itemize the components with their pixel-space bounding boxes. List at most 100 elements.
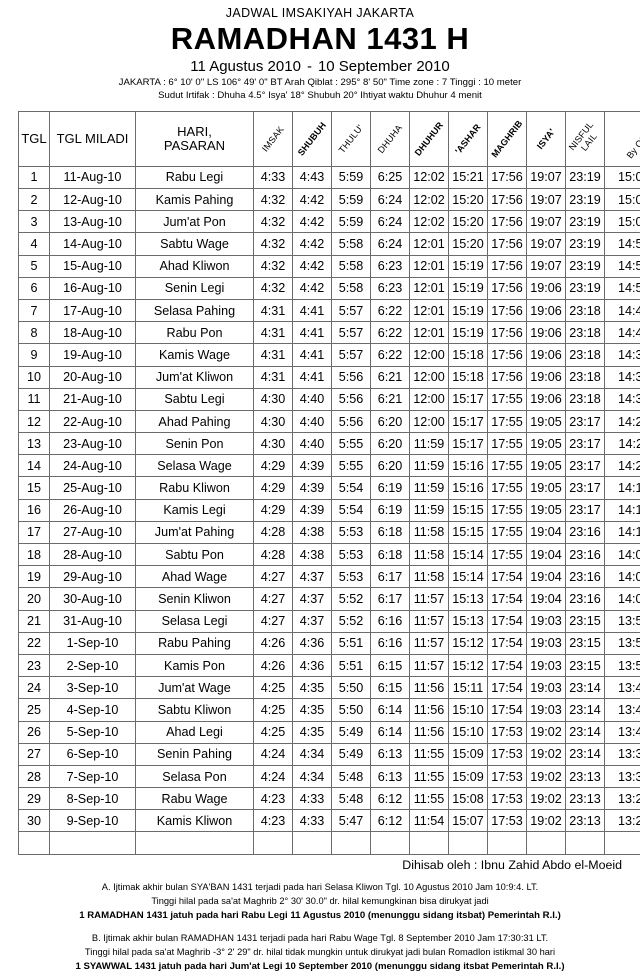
row-cell-ashar: 15:17: [449, 410, 488, 432]
row-cell-maghrib: 17:54: [488, 654, 527, 676]
blank-cell: [410, 832, 449, 854]
row-cell-shubuh: 4:35: [293, 677, 332, 699]
row-cell-isya: 19:03: [527, 677, 566, 699]
row-cell-hari: Kamis Wage: [136, 344, 254, 366]
row-cell-qiblat: 14:50:14: [605, 277, 640, 299]
column-header-hari-pasaran: HARI, PASARAN: [136, 111, 254, 166]
column-header-tgl-miladi: TGL MILADI: [50, 111, 136, 166]
row-cell-miladi: 12-Aug-10: [50, 189, 136, 211]
row-cell-nisful: 23:18: [566, 344, 605, 366]
row-cell-dhuhur: 11:57: [410, 654, 449, 676]
row-cell-dhuhur: 12:01: [410, 233, 449, 255]
row-cell-miladi: 15-Aug-10: [50, 255, 136, 277]
row-cell-shubuh: 4:33: [293, 788, 332, 810]
row-cell-shubuh: 4:37: [293, 588, 332, 610]
row-cell-qiblat: 14:29:39: [605, 410, 640, 432]
table-blank-row: [19, 832, 640, 854]
row-cell-tgl: 2: [19, 189, 50, 211]
row-cell-nisful: 23:16: [566, 566, 605, 588]
column-header-ashar-label: 'ASHAR: [453, 122, 483, 156]
row-cell-tgl: 17: [19, 521, 50, 543]
row-cell-shubuh: 4:42: [293, 189, 332, 211]
row-cell-isya: 19:06: [527, 366, 566, 388]
row-cell-imsak: 4:24: [254, 765, 293, 787]
row-cell-maghrib: 17:54: [488, 610, 527, 632]
row-cell-tgl: 11: [19, 388, 50, 410]
row-cell-nisful: 23:19: [566, 166, 605, 188]
row-cell-hari: Ahad Legi: [136, 721, 254, 743]
row-cell-isya: 19:07: [527, 233, 566, 255]
blank-cell: [136, 832, 254, 854]
column-header-tgl-miladi-label: TGL MILADI: [50, 132, 135, 146]
geo-coordinates-line: JAKARTA : 6° 10' 0" LS 106° 49' 0" BT Ar…: [0, 77, 640, 90]
row-cell-nisful: 23:19: [566, 255, 605, 277]
row-cell-imsak: 4:29: [254, 477, 293, 499]
row-cell-maghrib: 17:54: [488, 588, 527, 610]
row-cell-isya: 19:03: [527, 699, 566, 721]
row-cell-ashar: 15:16: [449, 477, 488, 499]
column-header-shubuh-label: SHUBUH: [296, 120, 328, 157]
row-cell-imsak: 4:30: [254, 410, 293, 432]
row-cell-thulu: 5:52: [332, 588, 371, 610]
row-cell-imsak: 4:32: [254, 277, 293, 299]
row-cell-maghrib: 17:55: [488, 388, 527, 410]
row-cell-hari: Selasa Pahing: [136, 299, 254, 321]
row-cell-tgl: 16: [19, 499, 50, 521]
footnote-a-line-1: A. Ijtimak akhir bulan SYA'BAN 1431 terj…: [18, 881, 622, 895]
row-cell-miladi: 31-Aug-10: [50, 610, 136, 632]
row-cell-dhuha: 6:23: [371, 277, 410, 299]
row-cell-dhuhur: 11:56: [410, 699, 449, 721]
row-cell-dhuhur: 11:57: [410, 588, 449, 610]
date-range-start: 11 Agustus 2010: [190, 58, 301, 75]
row-cell-shubuh: 4:41: [293, 366, 332, 388]
row-cell-shubuh: 4:35: [293, 721, 332, 743]
row-cell-dhuha: 6:18: [371, 544, 410, 566]
row-cell-thulu: 5:53: [332, 566, 371, 588]
row-cell-imsak: 4:33: [254, 166, 293, 188]
row-cell-qiblat: 15:07:07: [605, 166, 640, 188]
row-cell-shubuh: 4:41: [293, 299, 332, 321]
row-cell-miladi: 9-Sep-10: [50, 810, 136, 832]
row-cell-dhuha: 6:13: [371, 765, 410, 787]
blank-cell: [332, 832, 371, 854]
row-cell-tgl: 24: [19, 677, 50, 699]
row-cell-tgl: 25: [19, 699, 50, 721]
row-cell-nisful: 23:19: [566, 211, 605, 233]
row-cell-dhuha: 6:19: [371, 499, 410, 521]
row-cell-miladi: 4-Sep-10: [50, 699, 136, 721]
footnote-a-conclusion: 1 RAMADHAN 1431 jatuh pada hari Rabu Leg…: [18, 909, 622, 923]
row-cell-isya: 19:07: [527, 189, 566, 211]
row-cell-dhuhur: 11:55: [410, 765, 449, 787]
row-cell-tgl: 10: [19, 366, 50, 388]
row-cell-imsak: 4:26: [254, 654, 293, 676]
row-cell-dhuha: 6:25: [371, 166, 410, 188]
row-cell-dhuhur: 12:02: [410, 211, 449, 233]
row-cell-nisful: 23:17: [566, 499, 605, 521]
row-cell-qiblat: 14:15:45: [605, 499, 640, 521]
row-cell-isya: 19:04: [527, 544, 566, 566]
row-cell-thulu: 5:59: [332, 211, 371, 233]
row-cell-miladi: 27-Aug-10: [50, 521, 136, 543]
row-cell-shubuh: 4:36: [293, 632, 332, 654]
row-cell-nisful: 23:17: [566, 455, 605, 477]
row-cell-imsak: 4:31: [254, 299, 293, 321]
row-cell-ashar: 15:17: [449, 433, 488, 455]
row-cell-miladi: 19-Aug-10: [50, 344, 136, 366]
row-cell-hari: Senin Legi: [136, 277, 254, 299]
row-cell-tgl: 5: [19, 255, 50, 277]
row-cell-dhuha: 6:21: [371, 366, 410, 388]
row-cell-hari: Sabtu Kliwon: [136, 699, 254, 721]
row-cell-dhuha: 6:22: [371, 299, 410, 321]
row-cell-miladi: 14-Aug-10: [50, 233, 136, 255]
row-cell-nisful: 23:15: [566, 632, 605, 654]
row-cell-maghrib: 17:55: [488, 544, 527, 566]
row-cell-miladi: 22-Aug-10: [50, 410, 136, 432]
row-cell-nisful: 23:13: [566, 810, 605, 832]
footnote-b-line-2: Tinggi hilal pada sa'at Maghrib -3° 2' 2…: [18, 946, 622, 960]
row-cell-imsak: 4:32: [254, 233, 293, 255]
